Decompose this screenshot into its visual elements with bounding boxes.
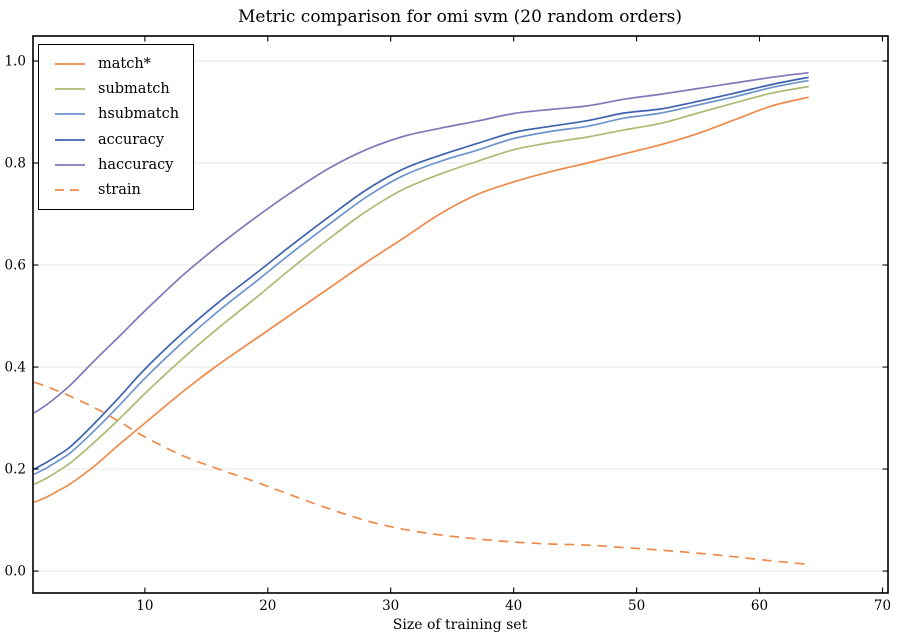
y-tick-label: 0.6 (5, 258, 26, 274)
legend-label: submatch (98, 80, 170, 97)
legend-line-sample (55, 138, 85, 141)
chart-title: Metric comparison for omi svm (20 random… (238, 7, 682, 27)
legend-item-match: match* (55, 51, 179, 76)
legend-item-haccuracy: haccuracy (55, 152, 179, 177)
y-tick-label: 0.4 (5, 360, 26, 376)
legend-label: strain (98, 182, 141, 199)
series-line-strain (33, 381, 809, 566)
legend-label: match* (98, 55, 151, 72)
x-tick-label: 20 (259, 598, 276, 614)
legend-line-sample (55, 163, 85, 166)
x-axis-label: Size of training set (392, 617, 528, 633)
plot-frame (32, 35, 889, 594)
x-tick-label: 60 (751, 598, 768, 614)
legend-line-sample (55, 189, 85, 192)
x-tick-label: 50 (628, 598, 645, 614)
y-tick-label: 1.0 (5, 54, 26, 70)
legend-label: accuracy (98, 131, 165, 148)
series-line-match (33, 96, 809, 503)
legend-label: haccuracy (98, 156, 174, 173)
y-tick-label: 0.0 (5, 564, 26, 580)
series-line-hsubmatch (33, 79, 809, 475)
x-tick-label: 30 (382, 598, 399, 614)
legend: match* submatch hsubmatch accuracy haccuracy… (38, 44, 195, 210)
x-tick-label: 10 (136, 598, 153, 614)
legend-label: hsubmatch (98, 106, 180, 123)
legend-line-sample (55, 88, 85, 90)
legend-item-submatch: submatch (55, 76, 179, 101)
y-tick-label: 0.2 (5, 462, 26, 478)
series-line-submatch (33, 85, 809, 486)
x-tick-label: 40 (505, 598, 522, 614)
x-tick-label: 70 (874, 598, 891, 614)
legend-item-accuracy: accuracy (55, 127, 179, 152)
series-line-accuracy (33, 76, 809, 470)
series-line-haccuracy (33, 71, 809, 414)
y-tick-label: 0.8 (5, 156, 26, 172)
legend-line-sample (55, 62, 85, 65)
legend-item-strain: strain (55, 177, 179, 202)
legend-item-hsubmatch: hsubmatch (55, 102, 179, 127)
legend-line-sample (55, 113, 85, 116)
